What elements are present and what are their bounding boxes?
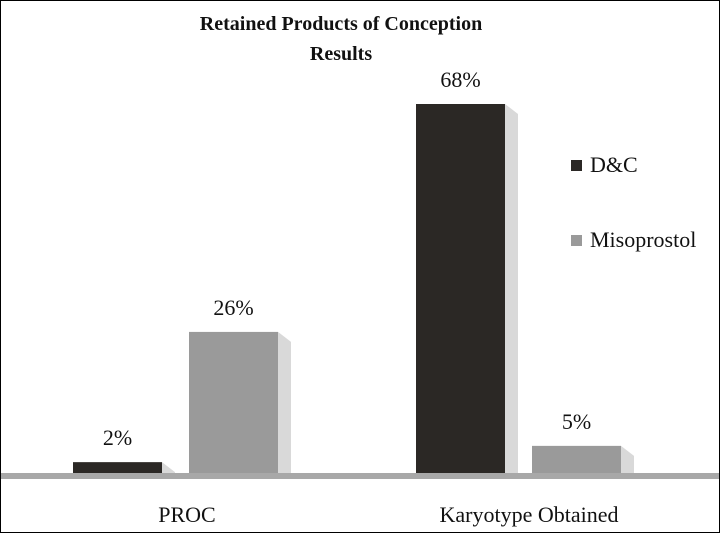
legend-label-misoprostol: Misoprostol <box>590 227 696 252</box>
chart-floor <box>1 473 719 479</box>
bar-shadow-d-c-proc <box>162 462 175 473</box>
chart-title-line-1: Retained Products of Conception <box>200 13 482 35</box>
bar-misoprostol-karyotype-obtained <box>532 445 621 473</box>
data-label-d-c-proc: 2% <box>103 425 132 450</box>
category-label-proc: PROC <box>158 502 215 527</box>
bar-d-c-karyotype-obtained <box>416 104 505 473</box>
bar-shadow-d-c-karyotype-obtained <box>505 104 518 473</box>
chart-title-line-2: Results <box>310 43 372 65</box>
legend-label-dc: D&C <box>590 152 638 177</box>
category-label-karyotype-obtained: Karyotype Obtained <box>440 502 619 527</box>
bars-layer <box>73 104 634 473</box>
data-labels-layer: 2% 68% 26% 5% <box>103 67 591 450</box>
data-label-d-c-karyotype-obtained: 68% <box>440 67 480 92</box>
bar-d-c-proc <box>73 462 162 473</box>
legend-swatch-dc <box>571 160 582 171</box>
data-label-misoprostol-proc: 26% <box>213 295 253 320</box>
bar-misoprostol-proc <box>189 331 278 473</box>
data-label-misoprostol-karyotype-obtained: 5% <box>562 409 591 434</box>
bar-shadow-misoprostol-proc <box>278 331 291 473</box>
legend: D&C Misoprostol <box>571 152 696 252</box>
legend-swatch-misoprostol <box>571 235 582 246</box>
bar-shadow-misoprostol-karyotype-obtained <box>621 445 634 473</box>
